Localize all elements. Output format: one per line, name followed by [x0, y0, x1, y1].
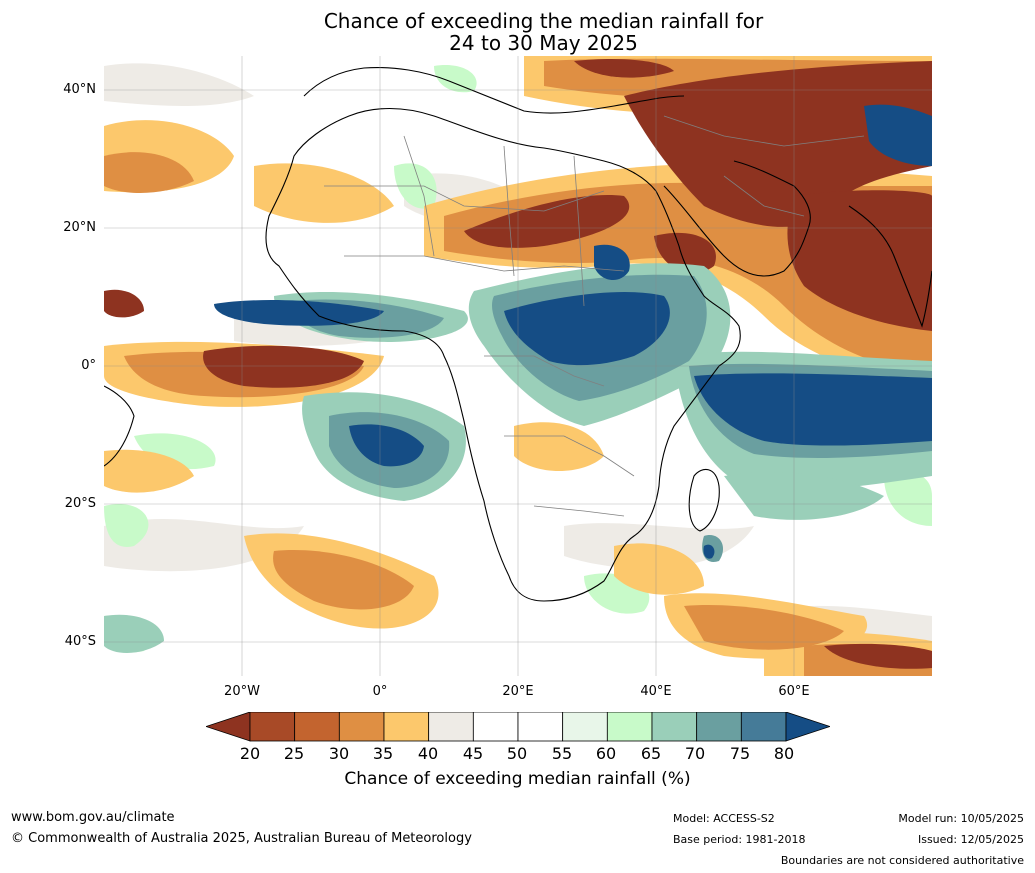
madagascar-coastline: [688, 468, 720, 532]
cbar-tick-55: 55: [551, 744, 573, 763]
colorbar-cell: [249, 712, 296, 742]
europe-coastline: [303, 67, 685, 114]
cbar-tick-60: 60: [595, 744, 617, 763]
colorbar-cell: [651, 712, 698, 742]
cbar-tick-50: 50: [506, 744, 528, 763]
title-line-1: Chance of exceeding the median rainfall …: [323, 9, 764, 33]
lon-label-40e: 40°E: [640, 684, 672, 699]
colorbar-cell: [294, 712, 340, 742]
colorbar-cell: [606, 712, 653, 742]
africa-coastline: [265, 107, 741, 602]
cbar-tick-45: 45: [462, 744, 484, 763]
colorbar-low-triangle: [206, 712, 251, 742]
lat-label-40n: 40°N: [63, 82, 96, 97]
model-name: Model: ACCESS-S2: [673, 812, 775, 825]
colorbar-cell: [338, 712, 385, 742]
graticule: [104, 56, 932, 676]
colorbar-cell: [696, 712, 742, 742]
base-period: Base period: 1981-2018: [673, 833, 806, 846]
colorbar-cell: [740, 712, 787, 742]
colorbar-cell: [562, 712, 608, 742]
dark-blue-areas: [214, 104, 932, 559]
boundaries-disclaimer: Boundaries are not considered authoritat…: [780, 854, 1024, 867]
issued-date: Issued: 12/05/2025: [917, 833, 1024, 846]
cbar-tick-65: 65: [640, 744, 662, 763]
south-america-coastline: [104, 385, 135, 467]
title-line-2: 24 to 30 May 2025: [449, 31, 638, 55]
cbar-tick-80: 80: [773, 744, 795, 763]
colorbar-cell: [383, 712, 430, 742]
country-borders: [324, 115, 865, 517]
model-run-date: Model run: 10/05/2025: [898, 812, 1024, 825]
lon-label-20e: 20°E: [502, 684, 534, 699]
lon-label-0: 0°: [372, 684, 388, 699]
map-canvas: [104, 56, 932, 676]
cbar-tick-20: 20: [239, 744, 261, 763]
map-title: Chance of exceeding the median rainfall …: [0, 10, 1035, 54]
lat-label-20n: 20°N: [63, 220, 96, 235]
colorbar-label: Chance of exceeding median rainfall (%): [344, 769, 691, 789]
colorbar-cell: [472, 712, 519, 742]
colorbar: [206, 712, 830, 742]
cbar-tick-35: 35: [372, 744, 394, 763]
india-coastline: [848, 205, 932, 328]
lon-label-20w: 20°W: [224, 684, 260, 699]
cbar-tick-25: 25: [283, 744, 305, 763]
lon-label-60e: 60°E: [778, 684, 810, 699]
lat-label-20s: 20°S: [64, 496, 96, 511]
colorbar-high-triangle: [785, 712, 830, 742]
cbar-tick-70: 70: [684, 744, 706, 763]
cbar-tick-30: 30: [328, 744, 350, 763]
colorbar-cell: [428, 712, 474, 742]
lat-label-40s: 40°S: [64, 634, 96, 649]
rainfall-map: [104, 56, 932, 676]
lat-label-0: 0°: [81, 358, 96, 373]
website-link[interactable]: www.bom.gov.au/climate: [11, 810, 175, 825]
coastlines: [104, 67, 932, 602]
dark-brown-areas: [104, 59, 932, 669]
colorbar-cell: [517, 712, 564, 742]
cbar-tick-75: 75: [729, 744, 751, 763]
cbar-tick-40: 40: [417, 744, 439, 763]
arabia-coastline: [663, 160, 811, 277]
colorbar-cells: [249, 712, 787, 742]
copyright-text: © Commonwealth of Australia 2025, Austra…: [11, 831, 472, 846]
